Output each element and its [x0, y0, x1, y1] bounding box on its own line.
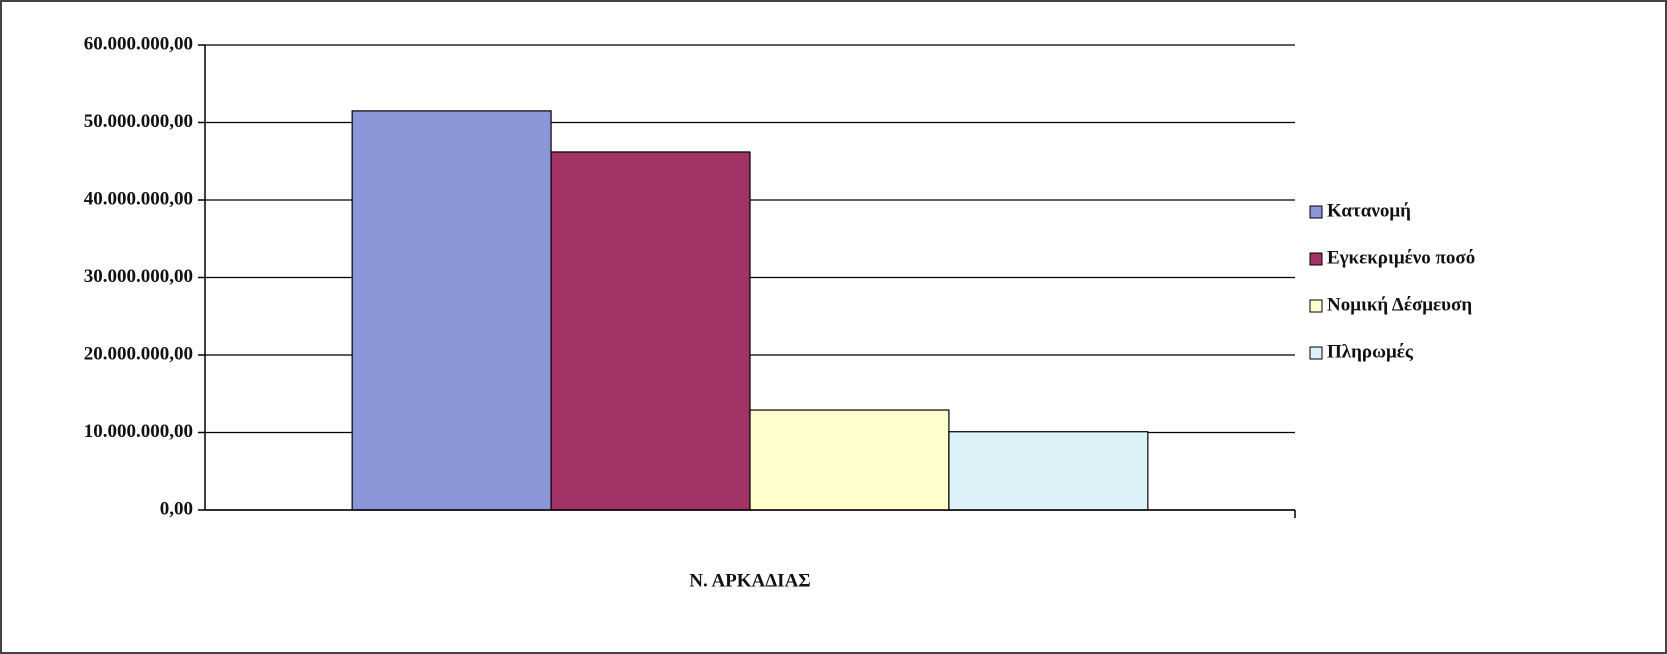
legend-swatch: [1309, 299, 1323, 313]
legend-label: Εγκεκριμένο ποσό: [1327, 247, 1475, 268]
y-tick-label: 30.000.000,00: [84, 266, 193, 287]
bar: [749, 409, 950, 511]
bar: [550, 151, 751, 511]
bar: [948, 431, 1149, 511]
y-tick-label: 40.000.000,00: [84, 188, 193, 209]
x-tick-label: Ν. ΑΡΚΑΔΙΑΣ: [689, 570, 810, 591]
legend-label: Κατανομή: [1327, 200, 1411, 221]
bar: [351, 110, 552, 511]
y-tick-label: 20.000.000,00: [84, 343, 193, 364]
legend-label: Πληρωμές: [1327, 341, 1414, 362]
legend-swatch: [1309, 346, 1323, 360]
legend-swatch: [1309, 205, 1323, 219]
legend-swatch: [1309, 252, 1323, 266]
legend-label: Νομική Δέσμευση: [1327, 294, 1472, 315]
y-tick-label: 10.000.000,00: [84, 421, 193, 442]
y-tick-label: 60.000.000,00: [84, 33, 193, 54]
y-tick-label: 50.000.000,00: [84, 111, 193, 132]
y-tick-label: 0,00: [160, 498, 193, 519]
